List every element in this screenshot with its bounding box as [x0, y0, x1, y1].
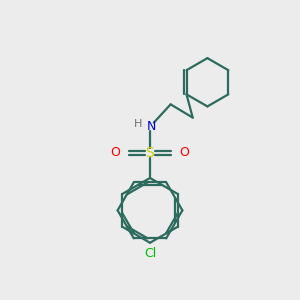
Text: S: S	[146, 146, 154, 160]
Text: N: N	[147, 120, 156, 133]
Text: O: O	[179, 146, 189, 159]
Text: O: O	[111, 146, 121, 159]
Text: H: H	[134, 119, 142, 129]
Text: Cl: Cl	[144, 248, 156, 260]
